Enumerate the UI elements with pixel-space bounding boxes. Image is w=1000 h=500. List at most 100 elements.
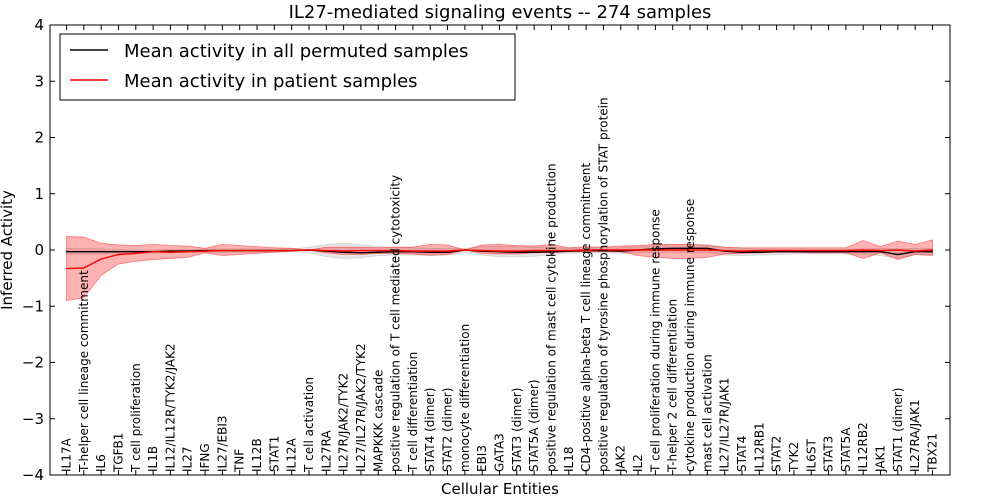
x-tick-label: IL6 [94,454,108,472]
x-tick-label: IL27/IL27R/JAK2/TYK2 [354,343,368,472]
point-series-0-1 [83,251,85,253]
point-series-1-1 [83,267,85,269]
x-tick-label: T-helper 2 cell differentiation [666,299,680,473]
point-series-1-12 [273,249,275,252]
point-series-0-39 [741,251,743,253]
point-series-0-2 [100,251,102,253]
point-series-1-18 [377,249,379,252]
x-tick-label: IL1B [146,446,160,472]
point-series-0-43 [810,251,812,253]
point-series-1-32 [620,249,622,251]
point-series-0-45 [845,251,847,253]
x-tick-label: GATA3 [493,433,507,472]
y-tick-label: −3 [22,410,44,428]
x-tick-label: EBI3 [475,445,489,472]
point-series-0-36 [689,247,691,249]
x-tick-label: IL27R/JAK2/TYK2 [337,373,351,472]
point-series-0-6 [169,250,172,252]
point-series-1-43 [810,249,812,252]
point-series-0-28 [550,251,553,253]
x-tick-label: positive regulation of mast cell cytokin… [544,163,558,472]
point-series-1-40 [758,249,760,252]
point-series-1-25 [498,250,501,252]
point-series-1-3 [117,253,120,256]
point-series-0-41 [776,251,778,253]
point-series-1-47 [879,249,882,252]
y-tick-label: 2 [34,129,44,147]
point-series-0-18 [377,251,379,253]
point-series-0-34 [654,248,656,250]
x-tick-label: IL27RA/JAK1 [908,399,922,472]
point-series-0-32 [620,250,622,252]
y-tick-label: 4 [34,16,44,34]
point-series-1-7 [187,251,189,253]
point-series-1-26 [516,250,518,252]
point-series-1-33 [637,249,639,251]
point-series-1-36 [689,249,691,251]
point-series-1-20 [412,250,414,252]
x-tick-label: JAK2 [614,445,628,473]
x-tick-label: STAT2 (dimer) [441,388,455,472]
x-axis-label: Cellular Entities [441,480,559,498]
point-series-1-48 [897,249,899,251]
point-series-0-16 [343,251,345,253]
point-series-1-30 [585,249,587,251]
point-series-0-44 [827,251,830,253]
x-tick-label: STAT5A (dimer) [527,379,541,472]
x-tick-label: STAT4 (dimer) [423,388,437,472]
x-tick-label: IL17A [60,438,74,472]
point-series-0-35 [672,247,674,249]
y-tick-label: 0 [34,241,44,259]
point-series-0-3 [117,251,120,253]
point-series-0-0 [65,251,68,253]
point-series-1-29 [568,249,570,252]
point-series-1-21 [429,250,431,252]
x-tick-label: T-helper cell lineage commitment [77,270,91,473]
series-1 [65,249,934,270]
point-series-1-27 [533,249,535,252]
x-tick-label: IL27/IL27R/JAK1 [718,378,732,472]
x-tick-label: IL12B [250,438,264,472]
point-series-1-49 [914,250,916,252]
point-series-1-9 [221,249,223,252]
x-tick-label: IFNG [198,443,212,472]
x-tick-label: IL27RA [319,430,333,472]
x-tick-label: TGFB1 [111,433,125,473]
point-series-0-48 [897,253,899,256]
point-series-0-37 [706,247,708,249]
x-tick-label: cytokine production during immune respon… [683,199,697,472]
x-tick-label: positive regulation of tyrosine phosphor… [596,97,610,472]
point-series-1-38 [724,249,726,252]
point-series-1-41 [776,249,778,252]
x-tick-label: STAT3 [822,436,836,472]
point-series-1-31 [602,249,605,251]
y-tick-label: −2 [22,354,44,372]
x-tick-label: MAPKKK cascade [371,370,385,472]
legend-box [59,33,516,101]
band-series-1 [66,236,933,302]
point-series-1-35 [672,249,674,251]
point-series-0-22 [446,251,449,253]
point-series-1-22 [446,250,449,252]
point-series-1-14 [308,249,310,251]
point-series-1-16 [343,250,345,252]
point-series-1-6 [169,251,172,253]
x-tick-label: TYK2 [787,442,801,473]
point-series-1-44 [827,249,830,252]
confidence-bands [66,236,933,302]
x-tick-label: IL6ST [804,439,818,472]
point-series-0-26 [516,251,518,253]
point-series-1-45 [845,249,847,252]
point-series-1-39 [741,250,743,252]
point-series-1-34 [654,249,656,251]
series-lines [65,247,934,270]
point-series-0-17 [360,252,362,254]
x-tick-label: IL27/EBI3 [215,415,229,472]
x-tick-label: STAT4 [735,436,749,472]
point-series-1-5 [152,251,154,253]
x-tick-label: CD4-positive alpha-beta T cell lineage c… [579,163,593,472]
point-series-0-4 [135,251,137,253]
point-series-1-23 [464,249,466,251]
point-series-1-42 [793,249,795,252]
